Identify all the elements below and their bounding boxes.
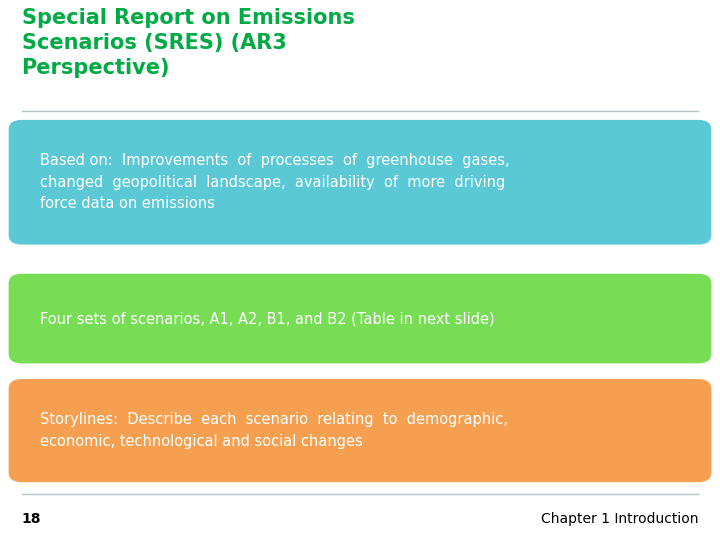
- Text: Chapter 1 Introduction: Chapter 1 Introduction: [541, 512, 698, 526]
- FancyBboxPatch shape: [9, 379, 711, 482]
- Text: Storylines:  Describe  each  scenario  relating  to  demographic,
economic, tech: Storylines: Describe each scenario relat…: [40, 413, 508, 449]
- FancyBboxPatch shape: [9, 120, 711, 245]
- Text: 18: 18: [22, 512, 41, 526]
- FancyBboxPatch shape: [9, 274, 711, 363]
- Text: Based on:  Improvements  of  processes  of  greenhouse  gases,
changed  geopolit: Based on: Improvements of processes of g…: [40, 153, 509, 211]
- Text: Special Report on Emissions
Scenarios (SRES) (AR3
Perspective): Special Report on Emissions Scenarios (S…: [22, 8, 354, 78]
- Text: Four sets of scenarios, A1, A2, B1, and B2 (Table in next slide): Four sets of scenarios, A1, A2, B1, and …: [40, 311, 494, 326]
